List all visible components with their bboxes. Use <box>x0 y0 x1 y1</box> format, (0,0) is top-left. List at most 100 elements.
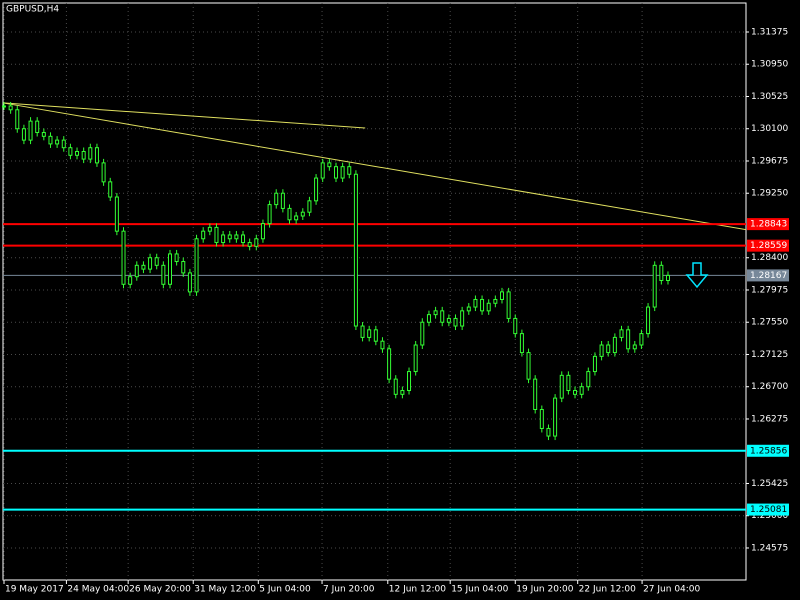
candle-body <box>41 132 46 137</box>
candle-body <box>566 374 571 392</box>
candle-body <box>619 329 624 338</box>
candle-body <box>579 386 584 395</box>
candle-body <box>539 408 544 429</box>
candle-body <box>360 325 365 338</box>
candle-body <box>380 340 385 350</box>
candle-body <box>194 238 199 293</box>
candle-body <box>506 291 511 319</box>
x-tick-label: 27 Jun 04:00 <box>643 585 700 595</box>
candle-body <box>128 276 133 285</box>
candle-body <box>207 226 212 232</box>
price-level-tag <box>747 269 789 282</box>
x-tick-label: 19 May 2017 <box>5 585 64 595</box>
candle-body <box>493 298 498 304</box>
candle-body <box>320 162 325 179</box>
grid <box>3 3 749 584</box>
candle-body <box>21 128 26 141</box>
candle-body <box>35 120 40 134</box>
candle-body <box>114 196 119 232</box>
x-tick-label: 26 May 20:00 <box>129 585 191 595</box>
candle-body <box>652 264 657 308</box>
candle-body <box>234 234 239 240</box>
candle-body <box>433 310 438 316</box>
candle-body <box>161 264 166 285</box>
candle-body <box>8 105 13 111</box>
candle-body <box>367 329 372 338</box>
candle-body <box>480 298 485 312</box>
candle-body <box>407 371 412 392</box>
candle-body <box>499 291 504 300</box>
y-tick-label: 1.31375 <box>751 27 788 37</box>
candle-body <box>665 274 670 281</box>
candle-body <box>221 234 226 244</box>
candle-body <box>353 173 358 327</box>
candle-body <box>526 352 531 380</box>
price-level-label: 1.28559 <box>750 241 787 251</box>
candle-body <box>94 147 99 164</box>
candle-body <box>420 321 425 346</box>
candle-body <box>606 344 611 354</box>
candle-body <box>101 162 106 183</box>
candle-body <box>626 329 631 350</box>
candle-body <box>559 374 564 399</box>
candle-body <box>307 200 312 213</box>
candle-body <box>267 204 272 225</box>
candle-body <box>314 177 319 202</box>
candle-body <box>88 147 93 160</box>
candle-body <box>287 207 292 221</box>
candle-body <box>553 397 558 437</box>
candle-body <box>148 257 153 270</box>
candle-body <box>592 355 597 373</box>
x-tick-label: 12 Jun 12:00 <box>389 585 446 595</box>
y-tick-label: 1.28400 <box>751 253 788 263</box>
candle-body <box>61 139 66 149</box>
price-level-tag <box>747 218 789 231</box>
candle-body <box>167 253 172 285</box>
y-tick-label: 1.24575 <box>751 543 788 553</box>
sell-arrow-icon <box>685 262 709 289</box>
candle-body <box>413 344 418 373</box>
x-tick-label: 22 Jun 12:00 <box>579 585 636 595</box>
trendline <box>2 102 747 231</box>
candle-body <box>573 390 578 395</box>
y-tick-label: 1.26700 <box>751 382 788 392</box>
candle-body <box>274 192 279 206</box>
candle-body <box>68 147 73 156</box>
candle-body <box>247 242 252 247</box>
candle-body <box>460 310 465 327</box>
candle-body <box>519 333 524 354</box>
candle-body <box>347 166 352 175</box>
candle-body <box>533 378 538 410</box>
y-tick-label: 1.25000 <box>751 511 788 521</box>
candle-body <box>612 336 617 354</box>
candle-body <box>15 109 20 130</box>
candle-body <box>646 306 651 335</box>
candle-body <box>260 223 265 240</box>
candle-body <box>546 427 551 437</box>
candle-body <box>254 238 259 247</box>
candle-body <box>121 230 126 285</box>
price-level-tag <box>747 503 789 516</box>
candle-body <box>426 314 431 323</box>
candle-body <box>214 226 219 244</box>
y-tick-label: 1.29675 <box>751 156 788 166</box>
candle-body <box>55 139 60 145</box>
candle-body <box>400 390 405 395</box>
price-level-label: 1.28167 <box>750 271 787 281</box>
x-tick-label: 24 May 04:00 <box>67 585 129 595</box>
candle-body <box>586 371 591 388</box>
price-level-tag <box>747 239 789 252</box>
candle-body <box>440 310 445 323</box>
candle-body <box>393 378 398 395</box>
candle-body <box>227 234 232 240</box>
candle-body <box>280 192 285 209</box>
candle-body <box>241 234 246 244</box>
candle-body <box>181 261 186 274</box>
candle-body <box>639 333 644 346</box>
y-tick-label: 1.30950 <box>751 60 788 70</box>
candle-body <box>333 166 338 179</box>
candle-body <box>659 264 664 281</box>
candle-body <box>473 298 478 308</box>
